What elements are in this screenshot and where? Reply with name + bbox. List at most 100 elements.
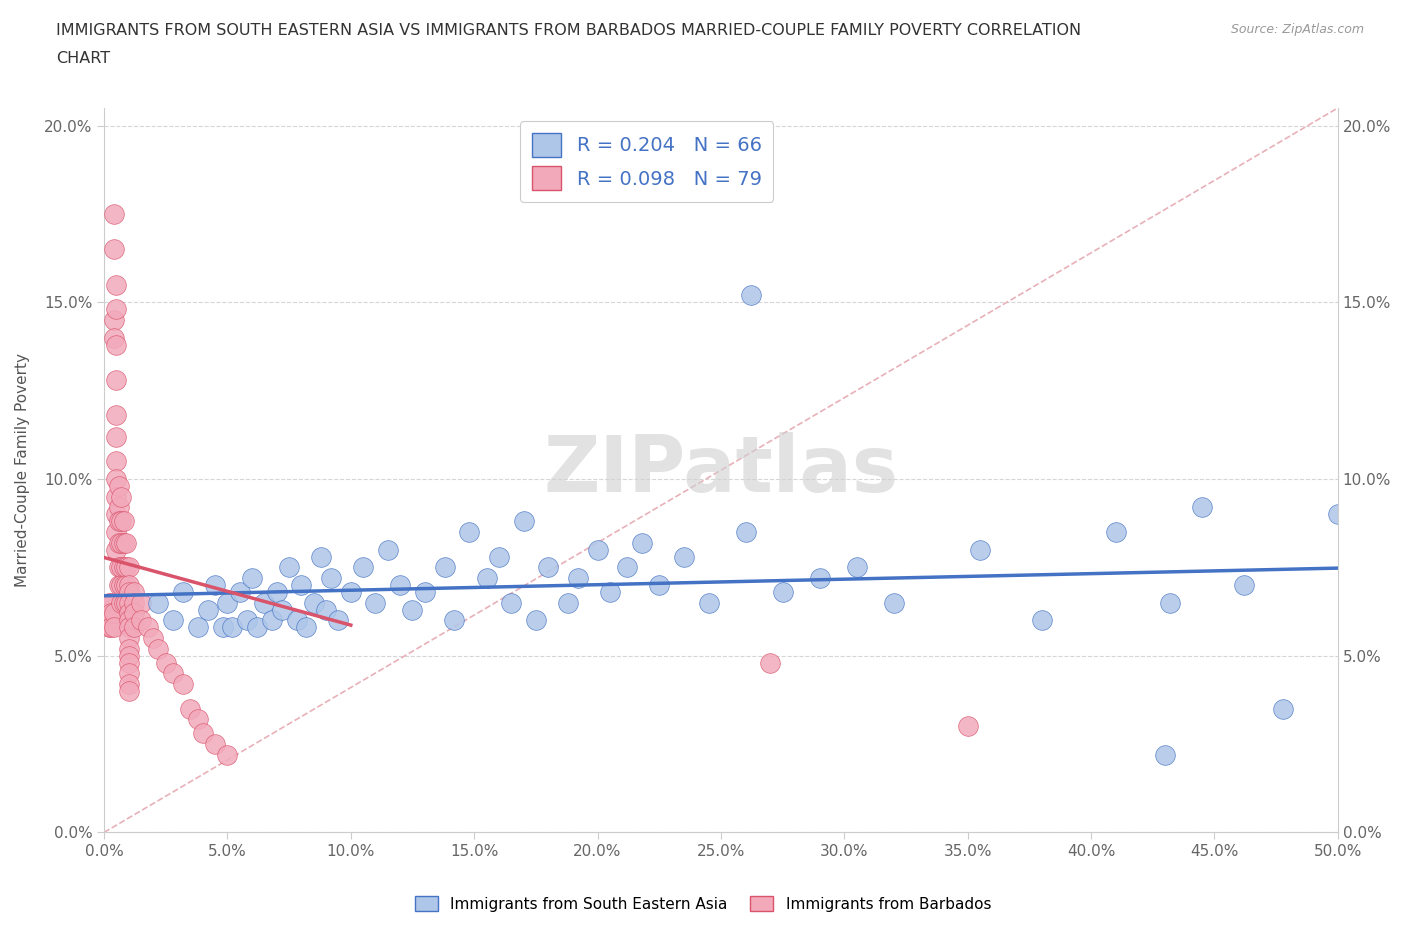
Point bbox=[122, 595, 145, 610]
Point bbox=[118, 560, 141, 575]
Point bbox=[110, 489, 132, 504]
Point bbox=[100, 620, 122, 635]
Point bbox=[1031, 613, 1053, 628]
Point bbox=[631, 535, 654, 550]
Point bbox=[179, 701, 201, 716]
Point bbox=[118, 605, 141, 620]
Point bbox=[246, 620, 269, 635]
Point bbox=[260, 613, 283, 628]
Point bbox=[537, 560, 560, 575]
Text: CHART: CHART bbox=[56, 51, 110, 66]
Point bbox=[138, 620, 160, 635]
Point bbox=[105, 507, 128, 522]
Point bbox=[110, 560, 132, 575]
Point bbox=[122, 620, 145, 635]
Point bbox=[266, 585, 288, 600]
Point bbox=[115, 595, 138, 610]
Point bbox=[1105, 525, 1128, 539]
Point bbox=[98, 620, 121, 635]
Point bbox=[100, 595, 122, 610]
Text: ZIPatlas: ZIPatlas bbox=[543, 432, 898, 508]
Point bbox=[110, 595, 132, 610]
Point bbox=[162, 613, 184, 628]
Point bbox=[845, 560, 868, 575]
Point bbox=[475, 570, 498, 585]
Point bbox=[364, 595, 387, 610]
Text: IMMIGRANTS FROM SOUTH EASTERN ASIA VS IMMIGRANTS FROM BARBADOS MARRIED-COUPLE FA: IMMIGRANTS FROM SOUTH EASTERN ASIA VS IM… bbox=[56, 23, 1081, 38]
Legend: R = 0.204   N = 66, R = 0.098   N = 79: R = 0.204 N = 66, R = 0.098 N = 79 bbox=[520, 121, 773, 202]
Point bbox=[105, 338, 128, 352]
Point bbox=[103, 330, 125, 345]
Point bbox=[204, 737, 226, 751]
Point bbox=[122, 585, 145, 600]
Point bbox=[956, 719, 979, 734]
Point bbox=[118, 648, 141, 663]
Point bbox=[586, 542, 609, 557]
Point bbox=[512, 514, 534, 529]
Point bbox=[236, 613, 259, 628]
Point bbox=[187, 711, 209, 726]
Point bbox=[759, 656, 782, 671]
Point bbox=[191, 726, 214, 741]
Point bbox=[221, 620, 243, 635]
Point bbox=[772, 585, 794, 600]
Point bbox=[1159, 595, 1181, 610]
Point bbox=[302, 595, 325, 610]
Point bbox=[340, 585, 363, 600]
Point bbox=[290, 578, 312, 592]
Point bbox=[103, 206, 125, 221]
Text: Source: ZipAtlas.com: Source: ZipAtlas.com bbox=[1230, 23, 1364, 36]
Point bbox=[808, 570, 831, 585]
Point bbox=[115, 578, 138, 592]
Point bbox=[883, 595, 905, 610]
Point bbox=[401, 603, 423, 618]
Point bbox=[103, 605, 125, 620]
Point bbox=[488, 550, 510, 565]
Point bbox=[129, 595, 152, 610]
Point bbox=[616, 560, 638, 575]
Point bbox=[118, 676, 141, 691]
Point bbox=[118, 631, 141, 645]
Point bbox=[672, 550, 695, 565]
Point bbox=[105, 489, 128, 504]
Point bbox=[443, 613, 465, 628]
Point bbox=[187, 620, 209, 635]
Point bbox=[142, 631, 165, 645]
Point bbox=[734, 525, 756, 539]
Point bbox=[105, 302, 128, 317]
Point bbox=[172, 585, 194, 600]
Y-axis label: Married-Couple Family Poverty: Married-Couple Family Poverty bbox=[15, 353, 30, 587]
Point bbox=[172, 676, 194, 691]
Point bbox=[253, 595, 276, 610]
Point bbox=[118, 620, 141, 635]
Point bbox=[969, 542, 991, 557]
Point bbox=[129, 613, 152, 628]
Point bbox=[98, 605, 121, 620]
Point bbox=[105, 408, 128, 423]
Point bbox=[567, 570, 589, 585]
Point bbox=[648, 578, 671, 592]
Point bbox=[105, 277, 128, 292]
Point bbox=[315, 603, 337, 618]
Point bbox=[377, 542, 399, 557]
Point bbox=[103, 620, 125, 635]
Point bbox=[118, 656, 141, 671]
Point bbox=[122, 605, 145, 620]
Point bbox=[108, 535, 131, 550]
Point bbox=[112, 595, 135, 610]
Point bbox=[100, 613, 122, 628]
Point bbox=[148, 641, 170, 656]
Point bbox=[110, 578, 132, 592]
Point bbox=[103, 242, 125, 257]
Point bbox=[278, 560, 301, 575]
Point bbox=[110, 535, 132, 550]
Point bbox=[285, 613, 308, 628]
Point bbox=[115, 560, 138, 575]
Point bbox=[98, 595, 121, 610]
Point bbox=[118, 684, 141, 698]
Point bbox=[105, 525, 128, 539]
Point bbox=[389, 578, 412, 592]
Point bbox=[108, 514, 131, 529]
Point bbox=[328, 613, 350, 628]
Point bbox=[217, 595, 239, 610]
